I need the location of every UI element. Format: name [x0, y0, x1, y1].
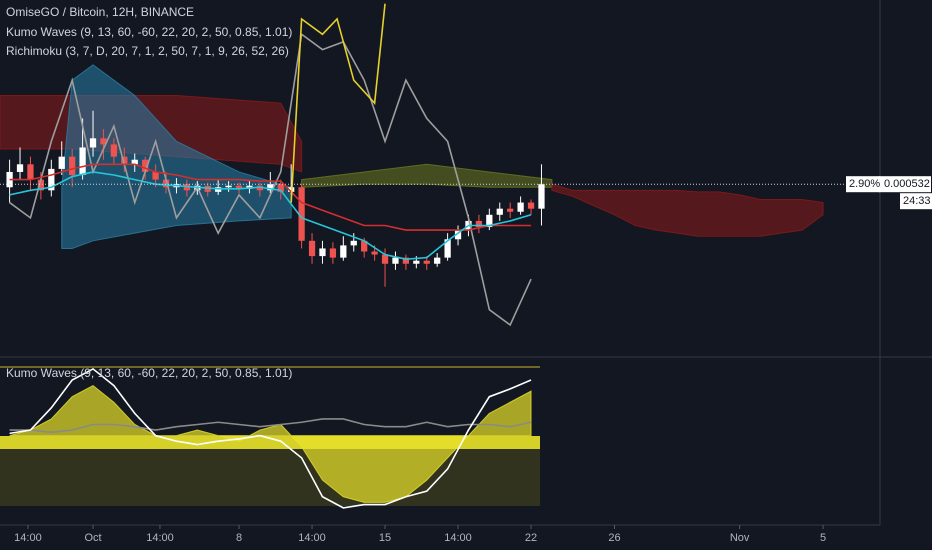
- x-tick-label: 15: [379, 532, 391, 544]
- cloud-area: [61, 64, 292, 249]
- candle-body: [538, 184, 545, 209]
- x-tick-label: 14:00: [298, 532, 326, 544]
- candle-body: [121, 156, 128, 165]
- candle-body: [37, 179, 45, 191]
- line-series: [9, 367, 532, 509]
- candle-body: [527, 202, 535, 209]
- candle-body: [392, 257, 399, 264]
- change-tag-label: 2.90%: [849, 178, 880, 190]
- candle-body: [267, 184, 274, 191]
- candle-body: [225, 185, 232, 188]
- line-series: [9, 418, 532, 434]
- indicator-label: Kumo Waves (9, 13, 60, -60, 22, 20, 2, 5…: [6, 366, 292, 380]
- line-series: [290, 3, 386, 203]
- candle-body: [162, 179, 170, 188]
- price-tag: [879, 176, 931, 193]
- candle-body: [58, 156, 65, 169]
- candle-body: [69, 156, 76, 176]
- x-tick-label: 8: [236, 532, 242, 544]
- candle-body: [131, 159, 138, 165]
- candle-body: [142, 159, 149, 172]
- marks: [0, 3, 880, 509]
- candle-body: [402, 257, 410, 264]
- x-tick-label: Oct: [84, 532, 101, 544]
- candle-body: [152, 171, 159, 180]
- candle-body: [454, 230, 462, 240]
- cloud-area: [551, 183, 824, 237]
- candle-body: [308, 240, 316, 257]
- x-tick-label: Nov: [730, 532, 750, 544]
- candle-body: [329, 248, 337, 258]
- candle-body: [235, 185, 243, 189]
- candle-body: [48, 168, 55, 191]
- candle-body: [371, 251, 378, 255]
- candle-body: [434, 257, 441, 264]
- candle-body: [89, 138, 97, 148]
- countdown-tag: [900, 193, 932, 210]
- candle-body: [100, 138, 107, 145]
- candle-body: [298, 187, 305, 241]
- x-tick-label: 14:00: [14, 532, 42, 544]
- candle-body: [496, 208, 503, 215]
- candle-body: [79, 147, 86, 176]
- candle-body: [423, 260, 430, 264]
- change-tag: [846, 176, 880, 193]
- candle-body: [444, 239, 451, 258]
- labels: 0.000532 2.90% 24:33 14:00 Oct 14:00 8 14:00 15 1…: [14, 176, 932, 544]
- candle-body: [361, 240, 368, 252]
- indicator-label: Kumo Waves (9, 13, 60, -60, 22, 20, 2, 5…: [6, 25, 292, 39]
- line-series: [9, 163, 532, 231]
- candle-body: [340, 245, 347, 258]
- x-tick-label: 5: [820, 532, 826, 544]
- candle-body: [517, 202, 524, 212]
- indicator-label: Richimoku (3, 7, D, 20, 7, 1, 2, 50, 7, …: [6, 44, 289, 58]
- x-tick-label: 14:00: [146, 532, 174, 544]
- candle-body: [319, 248, 326, 257]
- candle-body: [475, 220, 483, 228]
- candle-body: [413, 260, 420, 264]
- candle-body: [16, 164, 24, 172]
- x-tick-label: 14:00: [444, 532, 472, 544]
- candle-body: [110, 144, 118, 157]
- candle-body: [381, 254, 389, 264]
- candle-body: [486, 214, 493, 228]
- candle-body: [507, 208, 514, 212]
- price-tag-label: 0.000532: [884, 178, 930, 190]
- x-tick-label: 26: [608, 532, 620, 544]
- candle-body: [27, 164, 34, 180]
- line-series: [9, 171, 532, 260]
- candle-body: [350, 240, 357, 246]
- candle-body: [277, 184, 284, 192]
- countdown-label: 24:33: [903, 195, 931, 207]
- chart-title: OmiseGO / Bitcoin, 12H, BINANCE: [6, 5, 194, 19]
- x-tick-label: 22: [525, 532, 537, 544]
